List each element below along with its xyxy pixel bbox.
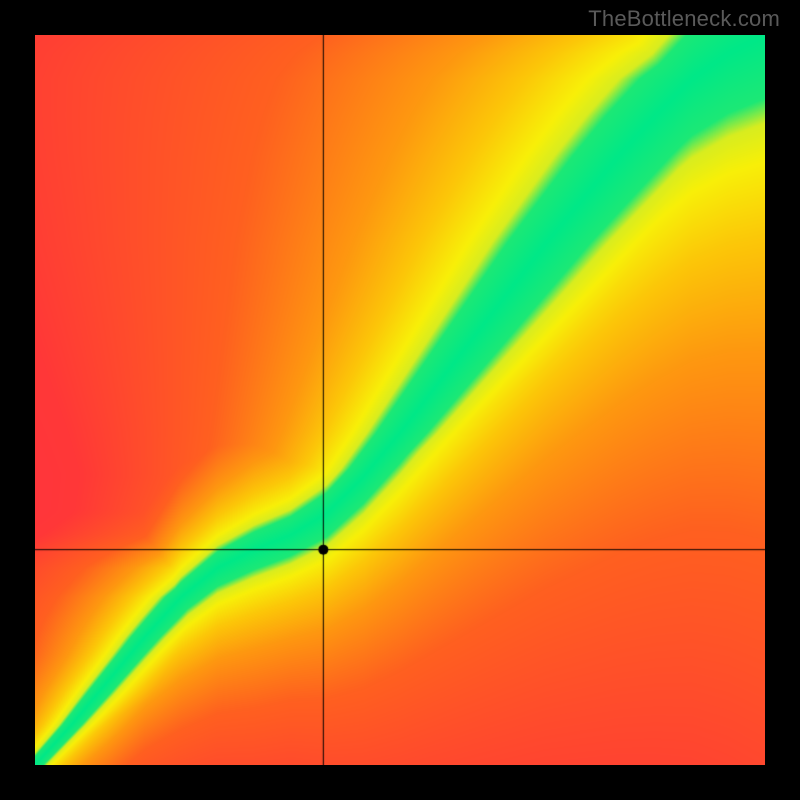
heatmap-canvas bbox=[35, 35, 765, 765]
watermark-text: TheBottleneck.com bbox=[588, 6, 780, 32]
bottleneck-heatmap bbox=[35, 35, 765, 765]
